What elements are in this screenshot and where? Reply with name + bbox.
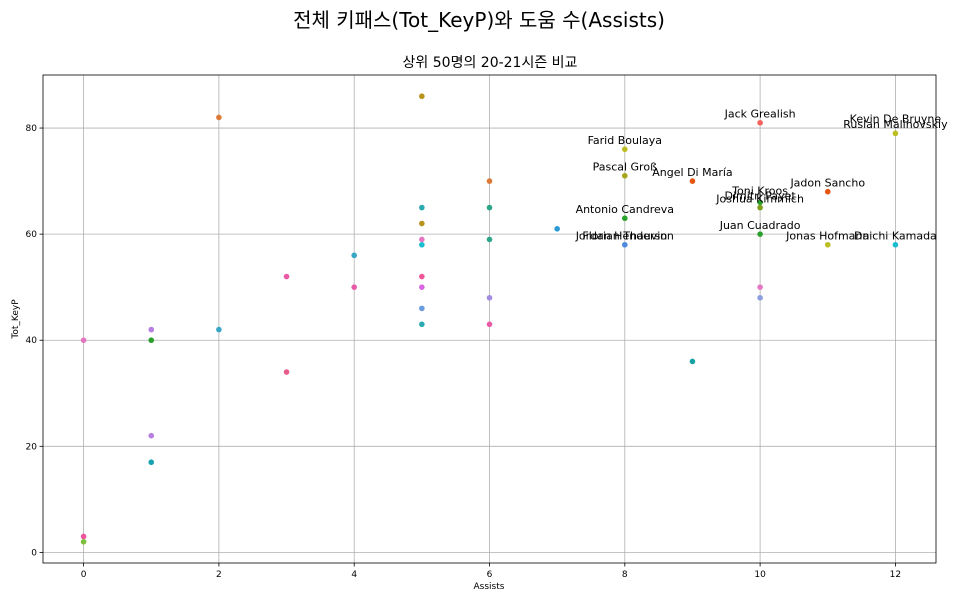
scatter-point (622, 172, 628, 179)
chart-subtitle: 상위 50명의 20-21시즌 비교 (403, 55, 578, 71)
data-points (80, 93, 899, 545)
scatter-point (148, 326, 155, 333)
x-tick-label: 2 (216, 570, 222, 580)
axis-ticks: 0 2 4 6 8 10 12 0 20 40 60 80 (26, 124, 902, 580)
scatter-point (419, 284, 425, 290)
y-tick-label: 40 (26, 336, 38, 346)
scatter-point (419, 305, 425, 312)
x-axis-label: Assists (474, 582, 505, 592)
scatter-point (689, 178, 696, 184)
y-tick-label: 80 (26, 124, 38, 134)
point-annotation: Ruslan Malinovskiy (843, 118, 948, 131)
y-tick-label: 60 (26, 230, 38, 240)
scatter-point (824, 241, 831, 248)
scatter-point (419, 321, 425, 328)
x-tick-label: 6 (487, 570, 493, 580)
scatter-point (757, 119, 763, 126)
scatter-point (757, 199, 763, 206)
point-annotation: Pascal Groß (593, 160, 657, 173)
y-tick-label: 0 (31, 548, 37, 558)
scatter-point (486, 321, 493, 328)
point-annotation: Juan Cuadrado (719, 219, 801, 232)
point-annotation: Antonio Candreva (576, 203, 674, 216)
x-tick-label: 8 (622, 570, 628, 580)
grid-lines (43, 75, 936, 563)
scatter-point (351, 252, 357, 259)
scatter-point (419, 220, 425, 227)
scatter-point (757, 204, 763, 211)
scatter-point (148, 337, 155, 344)
scatter-point (148, 432, 155, 439)
scatter-point (486, 236, 493, 243)
x-tick-label: 10 (754, 570, 766, 580)
scatter-point (486, 204, 493, 211)
scatter-point (757, 294, 763, 301)
scatter-point (824, 188, 831, 195)
point-annotation: Jordan Henderson (575, 229, 674, 242)
scatter-point (892, 241, 899, 248)
scatter-point (283, 273, 290, 280)
scatter-point (80, 533, 87, 540)
scatter-point (757, 284, 763, 290)
point-annotation: Jadon Sancho (789, 176, 865, 189)
scatter-point (622, 215, 628, 222)
scatter-point (419, 204, 425, 211)
scatter-point (554, 226, 560, 232)
x-tick-label: 12 (890, 570, 901, 580)
y-axis-label: Tot_KeyP (11, 299, 21, 340)
scatter-point (216, 114, 222, 121)
point-annotation: Jonas Hofmann (785, 229, 869, 242)
scatter-point (486, 178, 493, 184)
scatter-point (148, 459, 155, 466)
point-annotation: Florian Thauvin (582, 229, 667, 242)
scatter-point (419, 273, 425, 280)
scatter-point (283, 369, 290, 375)
point-annotation: Joshua Kimmich (715, 192, 804, 205)
point-annotation: Dimitri Payet (725, 190, 797, 203)
x-tick-label: 4 (351, 570, 357, 580)
point-annotation: Daichi Kamada (854, 229, 937, 242)
scatter-point (419, 93, 425, 100)
scatter-point (757, 231, 763, 237)
scatter-point (622, 241, 628, 248)
point-annotation: Toni Kroos (731, 184, 788, 197)
y-tick-label: 20 (26, 442, 38, 452)
scatter-point (622, 146, 628, 153)
scatter-point (351, 284, 357, 290)
x-tick-label: 0 (81, 570, 87, 580)
scatter-point (419, 241, 425, 248)
point-annotation: Farid Boulaya (588, 134, 662, 147)
point-annotation: Jack Grealish (724, 107, 796, 120)
scatter-point (892, 130, 899, 137)
point-annotation: Angel Di María (652, 166, 732, 179)
figure-title: 전체 키패스(Tot_KeyP)와 도움 수(Assists) (293, 8, 665, 32)
scatter-point (80, 538, 87, 545)
point-annotation: Kevin De Bruyne (850, 113, 942, 126)
scatter-point (216, 326, 222, 333)
scatter-point (486, 294, 493, 301)
scatter-point (419, 236, 425, 243)
scatter-point (689, 358, 696, 365)
scatter-point (80, 337, 87, 344)
